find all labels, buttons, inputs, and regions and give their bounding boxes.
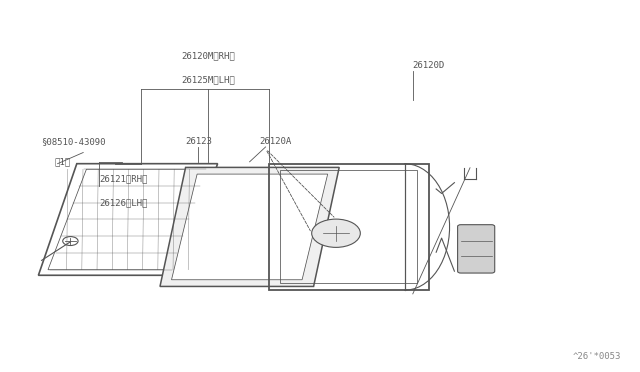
Text: 26120A: 26120A [259,137,291,146]
Polygon shape [160,167,339,286]
Text: 26120M〈RH〉: 26120M〈RH〉 [181,51,235,60]
FancyBboxPatch shape [458,225,495,273]
Text: （1）: （1） [54,157,70,166]
Text: ^26'*0053: ^26'*0053 [572,352,621,361]
Text: 26121〈RH〉: 26121〈RH〉 [99,174,148,183]
Text: §08510-43090: §08510-43090 [42,137,106,146]
Circle shape [312,219,360,247]
Polygon shape [172,174,328,280]
Text: 26126〈LH〉: 26126〈LH〉 [99,198,148,207]
Text: 26120D: 26120D [413,61,445,70]
Text: 26123: 26123 [185,137,212,146]
Text: 26125M〈LH〉: 26125M〈LH〉 [181,76,235,84]
